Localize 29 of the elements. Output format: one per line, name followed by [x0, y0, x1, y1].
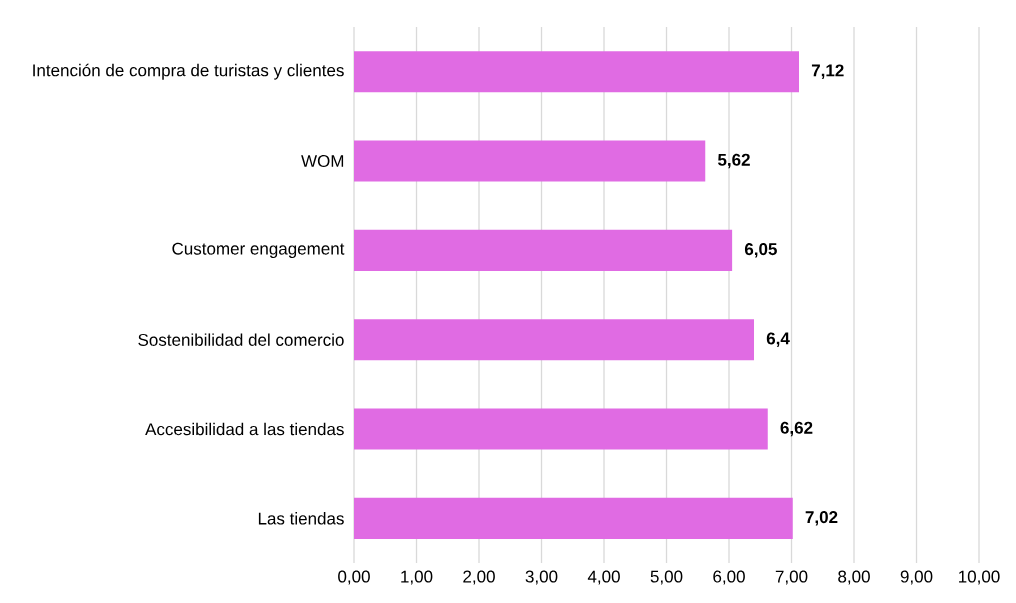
- x-tick-label: 7,00: [775, 570, 808, 585]
- data-label: 6,05: [744, 243, 777, 258]
- x-tick-label: 5,00: [650, 570, 683, 585]
- bar: [354, 497, 793, 539]
- x-tick-label: 10,00: [959, 570, 1000, 585]
- x-tick-label: 9,00: [900, 570, 933, 585]
- y-tick-label: WOM: [301, 154, 344, 168]
- bar: [354, 51, 800, 93]
- y-tick-label: Accesibilidad a las tiendas: [145, 422, 344, 436]
- x-tick-label: 0,00: [338, 570, 370, 585]
- bar: [354, 408, 768, 450]
- bar: [354, 140, 706, 182]
- bar: [354, 229, 733, 271]
- data-label: 7,02: [805, 511, 838, 526]
- x-tick-label: 2,00: [463, 570, 495, 585]
- x-tick-label: 8,00: [838, 570, 870, 585]
- x-tick-label: 4,00: [587, 570, 620, 585]
- x-tick-label: 1,00: [401, 570, 433, 585]
- x-tick-label: 6,00: [713, 570, 745, 585]
- y-tick-label: Customer engagement: [172, 242, 345, 259]
- y-tick-label: Sostenibilidad del comercio: [138, 333, 344, 346]
- data-label: 7,12: [811, 64, 844, 79]
- data-label: 5,62: [717, 153, 750, 169]
- x-tick-label: 3,00: [525, 570, 558, 585]
- bar: [354, 319, 755, 361]
- y-tick-label: Intención de compra de turistas y clientes: [33, 63, 344, 80]
- data-label: 6,62: [780, 421, 813, 437]
- data-label: 6,4: [766, 332, 790, 347]
- y-tick-label: Las tiendas: [258, 512, 344, 525]
